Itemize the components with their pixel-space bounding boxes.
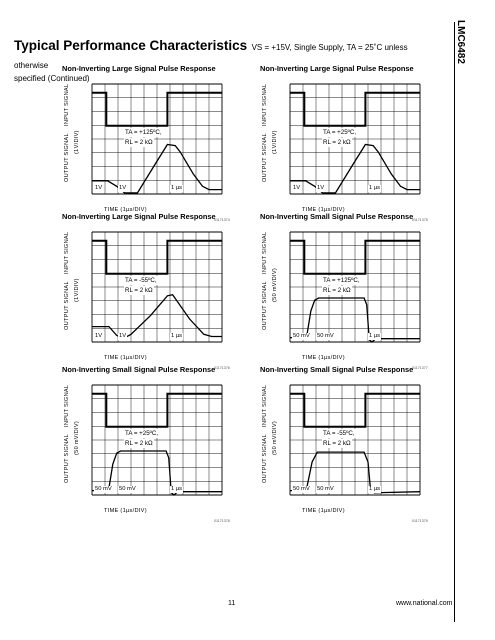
ylabel-output: OUTPUT SIGNAL bbox=[64, 133, 70, 182]
input-waveform bbox=[290, 91, 420, 127]
ylabel-vdiv: (1V/DIV) bbox=[272, 130, 278, 154]
plot-3: Non-Inverting Large Signal Pulse Respons… bbox=[52, 212, 242, 370]
page-number: 11 bbox=[228, 600, 236, 607]
temperature-label: TA = +25ºC, bbox=[322, 128, 358, 137]
output-waveform bbox=[92, 143, 222, 194]
ylabel-vdiv: (50 mV/DIV) bbox=[74, 420, 80, 455]
input-waveform bbox=[92, 91, 222, 127]
load-label: RL = 2 kΩ bbox=[124, 138, 154, 147]
scale-mid: 1V bbox=[118, 333, 128, 340]
scale-left: 50 mV bbox=[292, 333, 311, 340]
plot-title: Non-Inverting Large Signal Pulse Respons… bbox=[62, 212, 216, 221]
figure-code: 01171374 bbox=[214, 218, 230, 222]
scale-mid: 50 mV bbox=[316, 333, 335, 340]
xlabel: TIME (1µs/DIV) bbox=[104, 355, 147, 361]
plot-1: Non-Inverting Large Signal Pulse Respons… bbox=[52, 64, 242, 222]
ylabel-output: OUTPUT SIGNAL bbox=[262, 281, 268, 330]
ylabel-vdiv: (1V/DIV) bbox=[74, 130, 80, 154]
scale-time: 1 µs bbox=[368, 185, 382, 192]
ylabel-input: INPUT SIGNAL bbox=[262, 231, 268, 274]
temperature-label: TA = +125ºC, bbox=[124, 128, 163, 137]
ylabel-input: INPUT SIGNAL bbox=[64, 384, 70, 427]
load-label: RL = 2 kΩ bbox=[322, 439, 352, 448]
load-label: RL = 2 kΩ bbox=[322, 138, 352, 147]
load-label: RL = 2 kΩ bbox=[124, 439, 154, 448]
ylabel-input: INPUT SIGNAL bbox=[262, 384, 268, 427]
ylabel-input: INPUT SIGNAL bbox=[64, 83, 70, 126]
scale-left: 50 mV bbox=[94, 486, 113, 493]
scale-mid: 50 mV bbox=[118, 486, 137, 493]
temperature-label: TA = -55ºC, bbox=[124, 276, 158, 285]
input-waveform bbox=[92, 392, 222, 428]
plot-6: Non-Inverting Small Signal Pulse Respons… bbox=[250, 365, 440, 523]
plot-5: Non-Inverting Small Signal Pulse Respons… bbox=[52, 365, 242, 523]
scope-graph bbox=[289, 384, 421, 496]
xlabel: TIME (1µs/DIV) bbox=[104, 207, 147, 213]
ylabel-output: OUTPUT SIGNAL bbox=[64, 434, 70, 483]
scale-time: 1 µs bbox=[170, 486, 184, 493]
scale-time: 1 µs bbox=[368, 333, 382, 340]
ylabel-input: INPUT SIGNAL bbox=[262, 83, 268, 126]
input-waveform bbox=[290, 239, 420, 275]
scale-left: 1V bbox=[292, 185, 302, 192]
scope-graph bbox=[91, 83, 223, 195]
side-tab: LMC6482 bbox=[454, 20, 468, 70]
scale-time: 1 µs bbox=[170, 333, 184, 340]
ylabel-output: OUTPUT SIGNAL bbox=[262, 133, 268, 182]
input-waveform bbox=[290, 392, 420, 428]
temperature-label: TA = +125ºC, bbox=[322, 276, 361, 285]
scale-mid: 50 mV bbox=[316, 486, 335, 493]
figure-code: 01171375 bbox=[412, 218, 428, 222]
scale-mid: 1V bbox=[316, 185, 326, 192]
plot-title: Non-Inverting Large Signal Pulse Respons… bbox=[62, 64, 216, 73]
side-tab-label: LMC6482 bbox=[455, 20, 466, 64]
temperature-label: TA = -55ºC, bbox=[322, 429, 356, 438]
figure-code: 01171377 bbox=[412, 366, 428, 370]
scale-time: 1 µs bbox=[170, 185, 184, 192]
scope-graph bbox=[289, 83, 421, 195]
plot-2: Non-Inverting Large Signal Pulse Respons… bbox=[250, 64, 440, 222]
margin-rule bbox=[454, 22, 455, 622]
xlabel: TIME (1µs/DIV) bbox=[302, 508, 345, 514]
ylabel-vdiv: (1V/DIV) bbox=[74, 278, 80, 302]
load-label: RL = 2 kΩ bbox=[124, 286, 154, 295]
scale-left: 1V bbox=[94, 185, 104, 192]
output-waveform bbox=[290, 143, 420, 194]
figure-code: 01171379 bbox=[412, 519, 428, 523]
scale-mid: 1V bbox=[118, 185, 128, 192]
input-waveform bbox=[92, 239, 222, 275]
figure-code: 01171378 bbox=[214, 519, 230, 523]
section-title: Typical Performance Characteristics bbox=[14, 38, 248, 53]
scale-left: 50 mV bbox=[292, 486, 311, 493]
xlabel: TIME (1µs/DIV) bbox=[104, 508, 147, 514]
plot-title: Non-Inverting Large Signal Pulse Respons… bbox=[260, 64, 414, 73]
section-conditions: VS = +15V, Single Supply, TA = 25˚C unle… bbox=[14, 43, 408, 70]
ylabel-vdiv: (50 mV/DIV) bbox=[272, 420, 278, 455]
footer-url: www.national.com bbox=[396, 600, 453, 607]
xlabel: TIME (1µs/DIV) bbox=[302, 207, 345, 213]
plot-title: Non-Inverting Small Signal Pulse Respons… bbox=[260, 365, 414, 374]
scale-left: 1V bbox=[94, 333, 104, 340]
ylabel-vdiv: (50 mV/DIV) bbox=[272, 267, 278, 302]
ylabel-output: OUTPUT SIGNAL bbox=[262, 434, 268, 483]
plot-4: Non-Inverting Small Signal Pulse Respons… bbox=[250, 212, 440, 370]
plot-title: Non-Inverting Small Signal Pulse Respons… bbox=[62, 365, 216, 374]
plot-title: Non-Inverting Small Signal Pulse Respons… bbox=[260, 212, 414, 221]
page-header: Typical Performance Characteristics VS =… bbox=[14, 37, 434, 83]
xlabel: TIME (1µs/DIV) bbox=[302, 355, 345, 361]
ylabel-output: OUTPUT SIGNAL bbox=[64, 281, 70, 330]
figure-code: 01171376 bbox=[214, 366, 230, 370]
output-waveform bbox=[92, 293, 222, 340]
scale-time: 1 µs bbox=[368, 486, 382, 493]
temperature-label: TA = +25ºC, bbox=[124, 429, 160, 438]
load-label: RL = 2 kΩ bbox=[322, 286, 352, 295]
section-subtitle: specified (Continued) bbox=[14, 74, 90, 83]
ylabel-input: INPUT SIGNAL bbox=[64, 231, 70, 274]
